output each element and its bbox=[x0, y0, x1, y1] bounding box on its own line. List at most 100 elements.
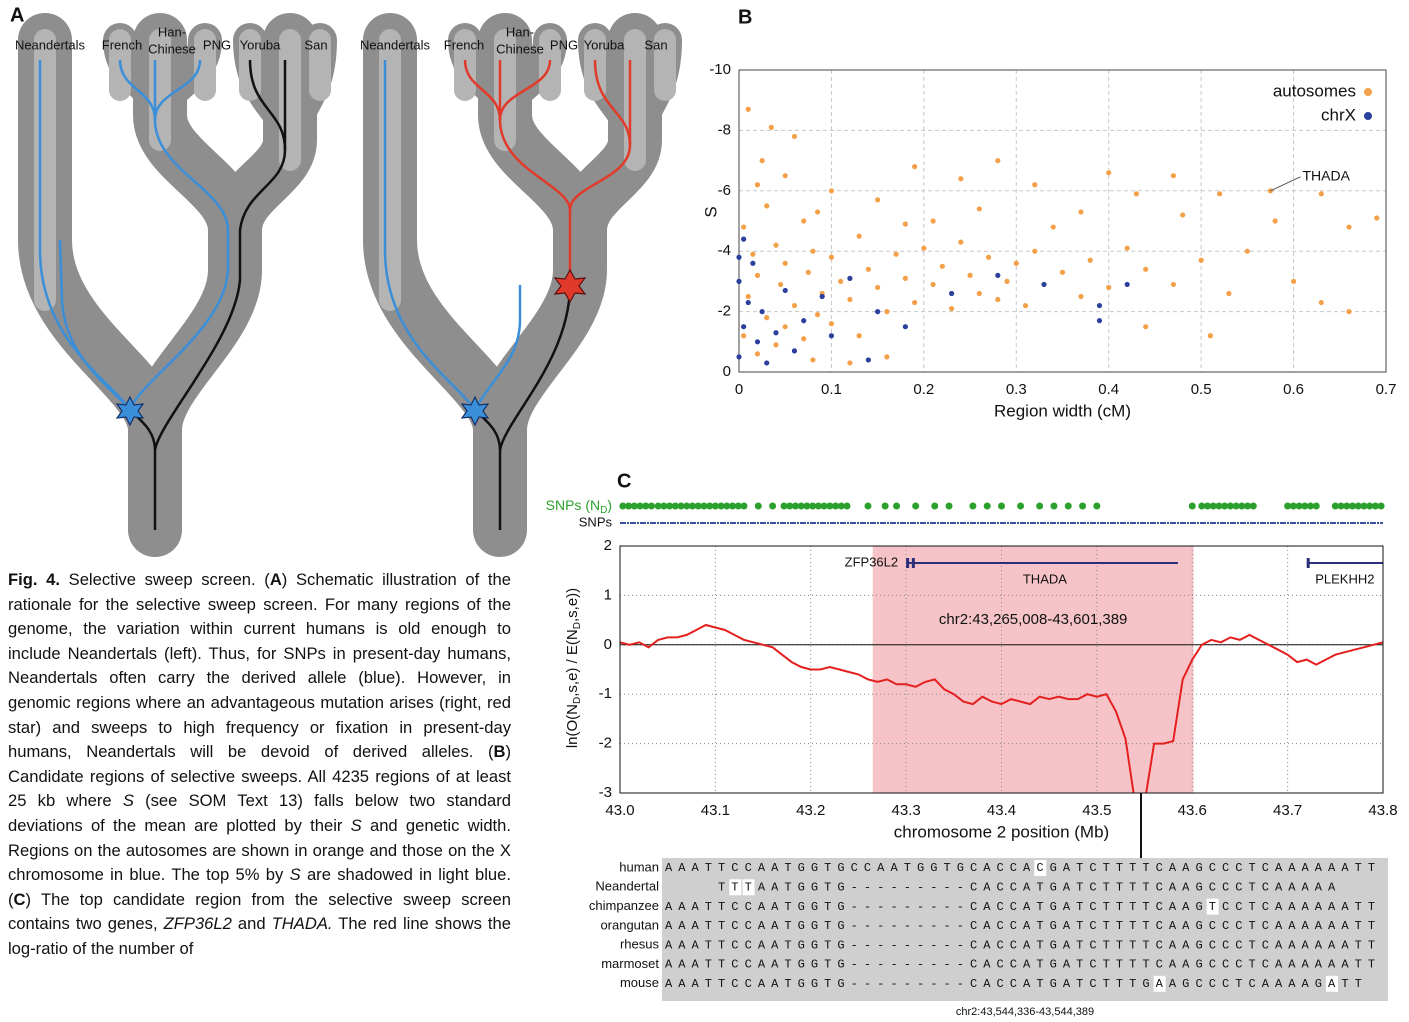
point bbox=[1290, 278, 1297, 284]
y-tick-label: 0 bbox=[604, 636, 612, 653]
point bbox=[1124, 245, 1130, 251]
snp-nd bbox=[1215, 502, 1223, 510]
snp-nd bbox=[837, 502, 845, 510]
point bbox=[750, 260, 756, 266]
point bbox=[995, 272, 1001, 278]
snp-nd bbox=[1232, 502, 1240, 510]
snp-nd bbox=[1312, 502, 1320, 510]
snp-nd bbox=[688, 502, 696, 510]
snp-nd bbox=[1017, 502, 1025, 510]
snp-nd bbox=[1244, 502, 1252, 510]
point bbox=[1272, 218, 1278, 224]
point bbox=[828, 333, 835, 339]
population-label: French bbox=[444, 37, 484, 52]
point bbox=[782, 287, 788, 294]
point bbox=[1170, 281, 1177, 288]
variant-highlight bbox=[1326, 975, 1338, 992]
x-tick-label: 43.2 bbox=[796, 802, 825, 819]
lineages-left bbox=[38, 59, 287, 530]
point bbox=[819, 293, 825, 300]
x-tick-label: 43.3 bbox=[892, 802, 921, 819]
x-tick-label: 0 bbox=[735, 381, 743, 398]
panel-label: C bbox=[617, 470, 631, 492]
point bbox=[1096, 318, 1103, 324]
population-labels: Neandertals French Han- Chinese PNG Yoru… bbox=[15, 24, 668, 56]
highlight-region bbox=[872, 546, 1194, 793]
point bbox=[745, 299, 751, 306]
snp-nd bbox=[754, 502, 762, 510]
population-label: San bbox=[644, 37, 667, 52]
point bbox=[847, 275, 853, 281]
point bbox=[1022, 302, 1029, 309]
x-tick-label: 43.5 bbox=[1082, 802, 1111, 819]
snp-nd bbox=[1093, 502, 1101, 510]
snp-nd bbox=[1188, 502, 1196, 510]
y-tick-label: -8 bbox=[718, 121, 731, 138]
point bbox=[1106, 284, 1112, 291]
point bbox=[764, 360, 770, 366]
snp-nd bbox=[694, 502, 702, 510]
snp-nd bbox=[630, 502, 638, 510]
caption-run: ZFP36L2 bbox=[163, 914, 232, 934]
population-label: Neandertals bbox=[15, 37, 86, 52]
gene-label: ZFP36L2 bbox=[845, 554, 898, 569]
point bbox=[791, 133, 798, 140]
point bbox=[948, 290, 955, 297]
caption-run: The red line shows the log-ratio of the … bbox=[8, 914, 511, 958]
point bbox=[736, 278, 742, 284]
caption-run: THADA. bbox=[271, 914, 333, 934]
point bbox=[902, 324, 908, 330]
point bbox=[856, 233, 862, 239]
point bbox=[1078, 209, 1084, 215]
point bbox=[912, 299, 918, 306]
tree-right bbox=[390, 40, 665, 530]
sequence: AAATTCCAATGGTG---------CACCATGATCTTTTCAA… bbox=[665, 958, 1381, 972]
line bbox=[620, 623, 1383, 793]
x-axis-label: chromosome 2 position (Mb) bbox=[894, 822, 1109, 841]
snp-nd bbox=[1301, 502, 1309, 510]
point bbox=[1226, 290, 1232, 297]
point bbox=[782, 324, 788, 330]
caption-run: B bbox=[493, 742, 506, 762]
track-label: SNPs (ND) bbox=[546, 497, 612, 516]
x-tick-label: 0.7 bbox=[1376, 381, 1397, 398]
snp-nd bbox=[1221, 502, 1229, 510]
point bbox=[782, 260, 788, 266]
point bbox=[930, 281, 936, 288]
point bbox=[1078, 293, 1084, 300]
point bbox=[759, 158, 765, 164]
snp-nd bbox=[1204, 502, 1212, 510]
sequence: AAATTCCAATGGTG---------CACCATGATCTTTTCAA… bbox=[665, 900, 1381, 914]
variant-highlight bbox=[1206, 898, 1219, 915]
point bbox=[865, 266, 872, 272]
point bbox=[736, 254, 742, 260]
sequence: AAATTCCAATGGTGCCAATGGTGCACCACGATCTTTTCAA… bbox=[665, 861, 1381, 875]
population-label: Neandertals bbox=[360, 37, 431, 52]
caption-run: and genetic width. Regions on the autoso… bbox=[8, 815, 511, 885]
snp-nd bbox=[820, 502, 828, 510]
caption-run: C bbox=[13, 889, 26, 909]
point bbox=[741, 333, 747, 339]
gene-exon bbox=[911, 558, 915, 568]
point bbox=[1198, 257, 1204, 263]
x-tick-label: 0.5 bbox=[1191, 381, 1212, 398]
x-tick-label: 0.2 bbox=[913, 381, 934, 398]
snp-nd bbox=[1371, 502, 1379, 510]
snp-nd bbox=[647, 502, 655, 510]
point bbox=[847, 360, 853, 366]
point bbox=[810, 357, 816, 363]
label-part: ,s,e) / E(N bbox=[564, 629, 581, 697]
snp-nd bbox=[1343, 502, 1351, 510]
point bbox=[1124, 281, 1130, 288]
x-axis-label: Region width (cM) bbox=[994, 401, 1131, 420]
point bbox=[1207, 333, 1213, 339]
snp-nd bbox=[791, 502, 799, 510]
point bbox=[773, 342, 779, 348]
point bbox=[875, 197, 881, 203]
point bbox=[754, 182, 761, 188]
snp-nd bbox=[797, 502, 805, 510]
point bbox=[764, 315, 770, 321]
snp-nd bbox=[1079, 502, 1087, 510]
population-label: PNG bbox=[550, 37, 578, 52]
snp-nd bbox=[654, 502, 662, 510]
